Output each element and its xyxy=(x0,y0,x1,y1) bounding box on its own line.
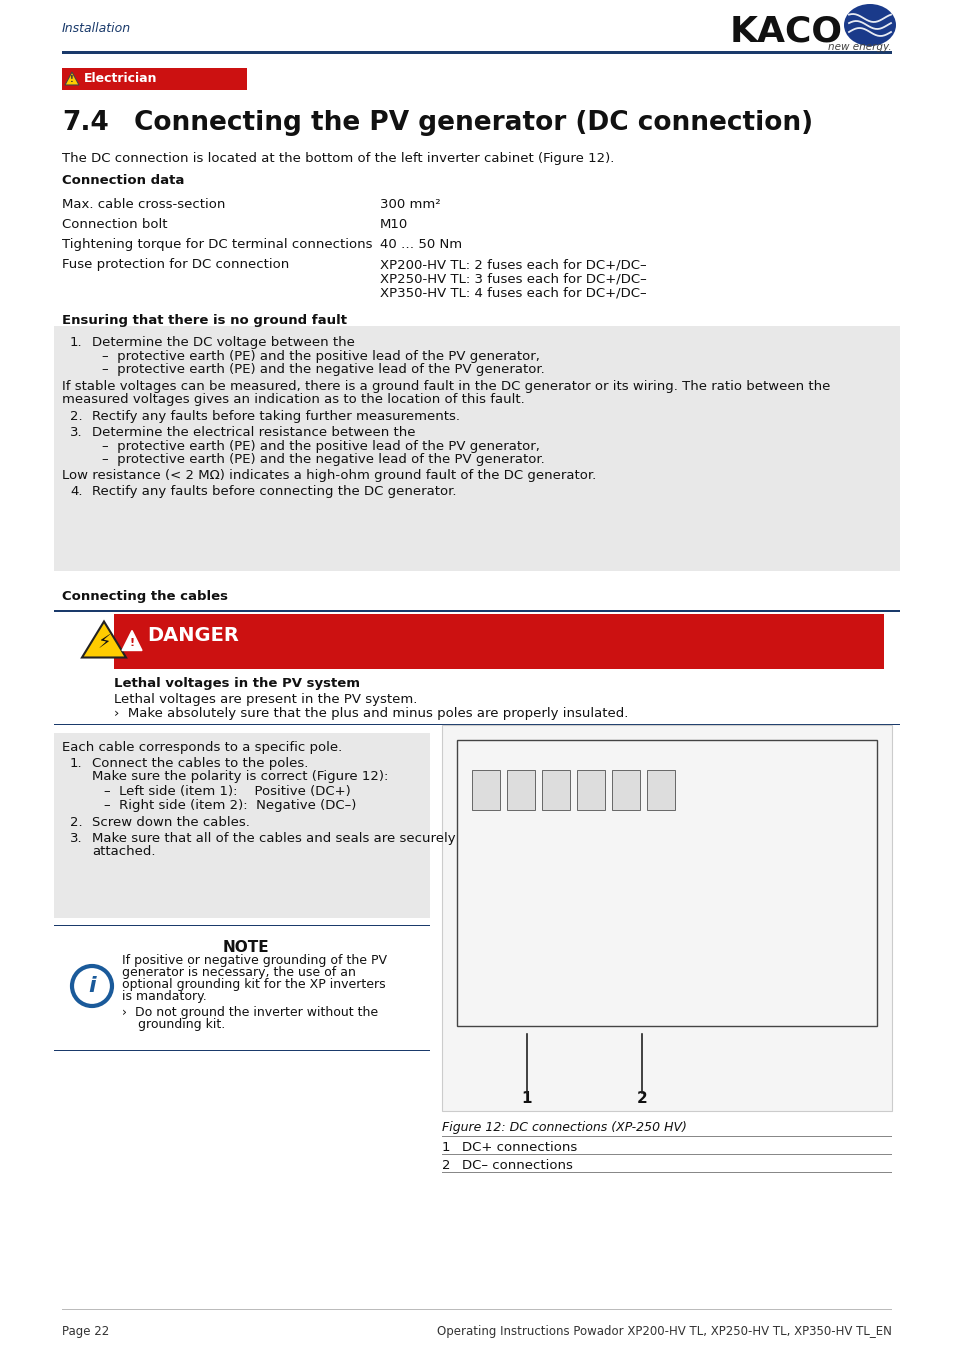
Text: Page 22: Page 22 xyxy=(62,1324,110,1338)
Text: Electrician: Electrician xyxy=(84,72,157,85)
Text: 40 … 50 Nm: 40 … 50 Nm xyxy=(379,238,461,251)
Text: 2: 2 xyxy=(636,1091,647,1106)
Text: 2.: 2. xyxy=(70,410,83,423)
Circle shape xyxy=(71,967,112,1006)
Text: Lethal voltages are present in the PV system.: Lethal voltages are present in the PV sy… xyxy=(113,693,417,706)
Text: XP350-HV TL: 4 fuses each for DC+/DC–: XP350-HV TL: 4 fuses each for DC+/DC– xyxy=(379,286,646,298)
Text: NOTE: NOTE xyxy=(222,940,269,954)
Text: ⚡: ⚡ xyxy=(97,633,111,652)
Text: !: ! xyxy=(70,76,74,85)
Text: –  protective earth (PE) and the positive lead of the PV generator,: – protective earth (PE) and the positive… xyxy=(102,350,539,363)
Text: –  Left side (item 1):    Positive (DC+): – Left side (item 1): Positive (DC+) xyxy=(104,784,351,798)
Text: Ensuring that there is no ground fault: Ensuring that there is no ground fault xyxy=(62,315,347,327)
Text: Lethal voltages in the PV system: Lethal voltages in the PV system xyxy=(113,676,359,690)
Text: The DC connection is located at the bottom of the left inverter cabinet (Figure : The DC connection is located at the bott… xyxy=(62,153,614,165)
Text: M10: M10 xyxy=(379,217,408,231)
Text: DANGER: DANGER xyxy=(147,626,238,645)
Text: 2.: 2. xyxy=(70,815,83,829)
Text: Connection bolt: Connection bolt xyxy=(62,217,168,231)
Polygon shape xyxy=(65,72,79,85)
Bar xyxy=(456,740,876,1026)
Text: attached.: attached. xyxy=(91,845,155,859)
Text: 3.: 3. xyxy=(70,832,83,845)
Text: Low resistance (< 2 MΩ) indicates a high-ohm ground fault of the DC generator.: Low resistance (< 2 MΩ) indicates a high… xyxy=(62,468,596,482)
Text: Max. cable cross-section: Max. cable cross-section xyxy=(62,198,225,211)
Text: 1.: 1. xyxy=(70,757,83,769)
Text: Rectify any faults before taking further measurements.: Rectify any faults before taking further… xyxy=(91,410,459,423)
Text: Determine the DC voltage between the: Determine the DC voltage between the xyxy=(91,336,355,350)
Bar xyxy=(577,769,604,810)
Text: Make sure that all of the cables and seals are securely: Make sure that all of the cables and sea… xyxy=(91,832,456,845)
Text: Determine the electrical resistance between the: Determine the electrical resistance betw… xyxy=(91,427,416,439)
Text: 300 mm²: 300 mm² xyxy=(379,198,440,211)
Text: 2: 2 xyxy=(441,1160,450,1172)
Bar xyxy=(441,725,891,1111)
Text: DC+ connections: DC+ connections xyxy=(461,1141,577,1154)
Text: 4.: 4. xyxy=(70,485,82,498)
Text: DC– connections: DC– connections xyxy=(461,1160,572,1172)
Polygon shape xyxy=(122,630,142,651)
Bar xyxy=(54,614,153,670)
Text: If stable voltages can be measured, there is a ground fault in the DC generator : If stable voltages can be measured, ther… xyxy=(62,379,829,393)
Text: i: i xyxy=(88,976,95,996)
Text: Each cable corresponds to a specific pole.: Each cable corresponds to a specific pol… xyxy=(62,741,342,755)
Bar xyxy=(506,769,535,810)
Bar xyxy=(54,610,899,612)
Text: KACO: KACO xyxy=(729,14,842,49)
Text: –  protective earth (PE) and the negative lead of the PV generator.: – protective earth (PE) and the negative… xyxy=(102,454,544,466)
Text: Installation: Installation xyxy=(62,22,131,35)
Text: –  protective earth (PE) and the positive lead of the PV generator,: – protective earth (PE) and the positive… xyxy=(102,440,539,454)
Text: 3.: 3. xyxy=(70,427,83,439)
Text: XP200-HV TL: 2 fuses each for DC+/DC–: XP200-HV TL: 2 fuses each for DC+/DC– xyxy=(379,258,646,271)
Text: is mandatory.: is mandatory. xyxy=(122,990,207,1003)
Bar xyxy=(54,724,899,725)
Text: 7.4: 7.4 xyxy=(62,109,109,136)
Bar xyxy=(612,769,639,810)
Text: generator is necessary, the use of an: generator is necessary, the use of an xyxy=(122,967,355,979)
Bar xyxy=(54,325,899,571)
Text: Connection data: Connection data xyxy=(62,174,184,188)
Text: Fuse protection for DC connection: Fuse protection for DC connection xyxy=(62,258,289,271)
Text: Operating Instructions Powador XP200-HV TL, XP250-HV TL, XP350-HV TL_EN: Operating Instructions Powador XP200-HV … xyxy=(436,1324,891,1338)
Bar xyxy=(62,51,891,54)
Text: measured voltages gives an indication as to the location of this fault.: measured voltages gives an indication as… xyxy=(62,393,524,406)
Text: If positive or negative grounding of the PV: If positive or negative grounding of the… xyxy=(122,954,387,967)
Bar xyxy=(62,68,247,90)
Text: Tightening torque for DC terminal connections: Tightening torque for DC terminal connec… xyxy=(62,238,372,251)
Text: Connecting the cables: Connecting the cables xyxy=(62,590,228,603)
Text: 1.: 1. xyxy=(70,336,83,350)
Bar xyxy=(113,614,883,670)
Text: !: ! xyxy=(130,637,134,648)
Bar xyxy=(472,769,499,810)
Text: grounding kit.: grounding kit. xyxy=(122,1018,225,1031)
Text: XP250-HV TL: 3 fuses each for DC+/DC–: XP250-HV TL: 3 fuses each for DC+/DC– xyxy=(379,271,646,285)
Ellipse shape xyxy=(843,4,895,46)
Text: ›  Make absolutely sure that the plus and minus poles are properly insulated.: › Make absolutely sure that the plus and… xyxy=(113,707,628,720)
Text: –  Right side (item 2):  Negative (DC–): – Right side (item 2): Negative (DC–) xyxy=(104,799,356,811)
Text: 1: 1 xyxy=(521,1091,532,1106)
Text: –  protective earth (PE) and the negative lead of the PV generator.: – protective earth (PE) and the negative… xyxy=(102,363,544,377)
Text: Make sure the polarity is correct (Figure 12):: Make sure the polarity is correct (Figur… xyxy=(91,769,388,783)
Bar xyxy=(54,733,430,918)
Text: optional grounding kit for the XP inverters: optional grounding kit for the XP invert… xyxy=(122,977,385,991)
Text: Figure 12: DC connections (XP-250 HV): Figure 12: DC connections (XP-250 HV) xyxy=(441,1120,686,1134)
Text: 1: 1 xyxy=(441,1141,450,1154)
Text: Connecting the PV generator (DC connection): Connecting the PV generator (DC connecti… xyxy=(133,109,812,136)
Text: ›  Do not ground the inverter without the: › Do not ground the inverter without the xyxy=(122,1006,377,1019)
Text: Screw down the cables.: Screw down the cables. xyxy=(91,815,250,829)
Text: Rectify any faults before connecting the DC generator.: Rectify any faults before connecting the… xyxy=(91,485,456,498)
Bar xyxy=(646,769,675,810)
Text: new energy.: new energy. xyxy=(827,42,891,53)
Polygon shape xyxy=(82,621,126,657)
Bar xyxy=(541,769,569,810)
Text: Connect the cables to the poles.: Connect the cables to the poles. xyxy=(91,757,308,769)
